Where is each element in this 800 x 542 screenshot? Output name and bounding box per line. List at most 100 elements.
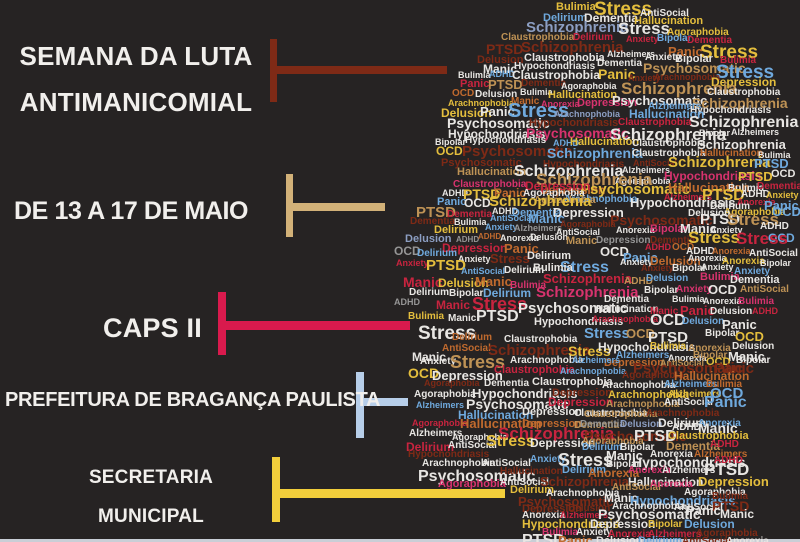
cloud-word: Anxiety <box>576 527 613 538</box>
cloud-word: Anxiety <box>734 266 771 277</box>
cloud-word: Schizophrenia <box>540 474 629 489</box>
cloud-word: Psychosomatic <box>418 468 536 485</box>
cloud-word: Anorexia <box>588 466 640 480</box>
label-line: ANTIMANICOMIAL <box>19 87 253 117</box>
cloud-word: Anorexia <box>668 353 707 363</box>
cloud-word: Hypochondriasis <box>448 127 546 141</box>
cloud-word: Depression <box>522 503 582 515</box>
label-line: PREFEITURA DE BRAGANÇA PAULISTA <box>5 389 381 411</box>
cloud-word: Arachnophobia <box>448 98 515 108</box>
cloud-word: Dementia <box>484 378 530 389</box>
cloud-word: Manic <box>403 274 443 290</box>
cloud-word: Bulimia <box>738 296 775 307</box>
cloud-word: Arachnophobia <box>546 488 620 499</box>
cloud-word: Delirium <box>562 464 607 476</box>
cloud-word: PTSD <box>702 187 745 204</box>
cloud-word: Alzheimers <box>694 449 748 460</box>
cloud-word: Anorexia <box>737 197 776 207</box>
cloud-word: ADHD <box>645 242 671 252</box>
cloud-word: Delusion <box>441 106 492 120</box>
cloud-word: Claustrophobia <box>512 68 601 82</box>
cloud-word: Bulimia <box>728 183 765 194</box>
cloud-word: Hypochondriasis <box>529 117 619 129</box>
cloud-word: Manic <box>475 274 512 289</box>
cloud-word: Hallucination <box>500 466 563 477</box>
cloud-word: Agoraphobia <box>523 188 585 199</box>
cloud-word: Anxiety <box>710 225 743 235</box>
cloud-word: Claustrophobia <box>574 408 648 419</box>
cloud-word: ADHD <box>489 69 515 79</box>
cloud-word: Manic <box>436 298 471 312</box>
cloud-word: Alzheimers <box>648 101 702 112</box>
cloud-word: Agoraphobia <box>724 207 786 218</box>
cloud-word: Delirium <box>510 484 555 496</box>
cloud-word: Delirium <box>543 12 588 24</box>
cloud-word: Psychosomatic <box>462 143 573 160</box>
cloud-word: Arachnophobia <box>560 366 627 376</box>
cloud-word: Claustrophobia <box>501 32 575 43</box>
cloud-word: Depression <box>540 183 606 197</box>
cloud-word: Panic <box>460 78 490 90</box>
cloud-word: Psychosomatic <box>580 181 691 198</box>
cloud-word: Manic <box>448 313 477 324</box>
cloud-word: Dementia <box>521 78 567 89</box>
cloud-word: ADHD <box>710 439 739 450</box>
cloud-word: Bipolar <box>435 137 467 147</box>
cloud-word: Stress <box>450 352 506 372</box>
cloud-word: Anxiety <box>620 257 653 267</box>
cloud-word: ADHD <box>741 189 770 200</box>
cloud-word: Bulimia <box>542 527 579 538</box>
cloud-word: Hypochondriasis <box>514 61 596 72</box>
cloud-word: Dementia <box>574 420 620 431</box>
cloud-word: Delusion <box>688 208 731 219</box>
cloud-word: Depression <box>711 75 777 89</box>
cloud-word: Anxiety <box>676 284 713 295</box>
cloud-word: Depression <box>577 97 637 109</box>
cloud-word: PTSD <box>738 169 773 184</box>
cloud-word: Stress <box>716 62 775 83</box>
cloud-word: Claustrophobia <box>524 52 605 64</box>
cloud-word: Anxiety <box>458 254 491 264</box>
cloud-word: Anorexia <box>712 246 751 256</box>
cloud-word: Bipolar <box>672 263 707 274</box>
cloud-word: Alzheimers <box>560 510 609 520</box>
cloud-word: Delirium <box>573 32 614 43</box>
cloud-word: Bipolar <box>699 128 731 138</box>
cloud-word: OCD <box>708 282 737 297</box>
label-line: DE SAÚDE <box>40 536 262 542</box>
cloud-word: Schizophrenia <box>489 193 592 210</box>
cloud-word: PTSD <box>712 498 750 514</box>
cloud-word: Hallucination <box>668 180 750 195</box>
cloud-word: Depression <box>596 235 651 246</box>
cloud-word: OCD <box>408 365 440 381</box>
cloud-word: Stress <box>490 251 530 266</box>
cloud-word: Alzheimers <box>662 465 716 476</box>
cloud-word: OCD <box>464 196 491 210</box>
cloud-word: Bipolar <box>705 328 740 339</box>
cloud-word: Delirium <box>658 416 707 430</box>
cloud-word: Hallucination <box>700 148 763 159</box>
cloud-word: PTSD <box>634 428 677 445</box>
cloud-word: Anxiety <box>766 190 799 200</box>
cloud-word: Schizophrenia <box>692 95 788 111</box>
cloud-word: Claustrophobia <box>584 409 658 420</box>
cloud-word: Depression <box>522 406 582 418</box>
cloud-word: AntiSocial <box>461 266 506 276</box>
cloud-word: Delirium <box>434 224 479 236</box>
cloud-word: OCD <box>772 204 800 219</box>
cloud-word: Claustrophobia <box>494 364 575 376</box>
cloud-word: ADHD <box>672 422 701 433</box>
cloud-word: Psychosomatic <box>612 93 708 108</box>
cloud-word: Manic <box>720 507 755 521</box>
cloud-word: Bulimia <box>556 1 596 13</box>
cloud-word: Hallucination <box>674 369 750 383</box>
cloud-word: Dementia <box>580 419 626 430</box>
cloud-word: Stress <box>568 343 611 359</box>
cloud-word: Agoraphobia <box>667 27 729 38</box>
label-prefeitura: PREFEITURA DE BRAGANÇA PAULISTA <box>5 388 380 412</box>
cloud-word: Delusion <box>438 276 489 290</box>
cloud-word: Dementia <box>512 207 562 219</box>
cloud-word: Panic <box>686 503 721 518</box>
cloud-word: Claustrophobia <box>453 179 527 190</box>
cloud-word: Schizophrenia <box>526 19 629 36</box>
